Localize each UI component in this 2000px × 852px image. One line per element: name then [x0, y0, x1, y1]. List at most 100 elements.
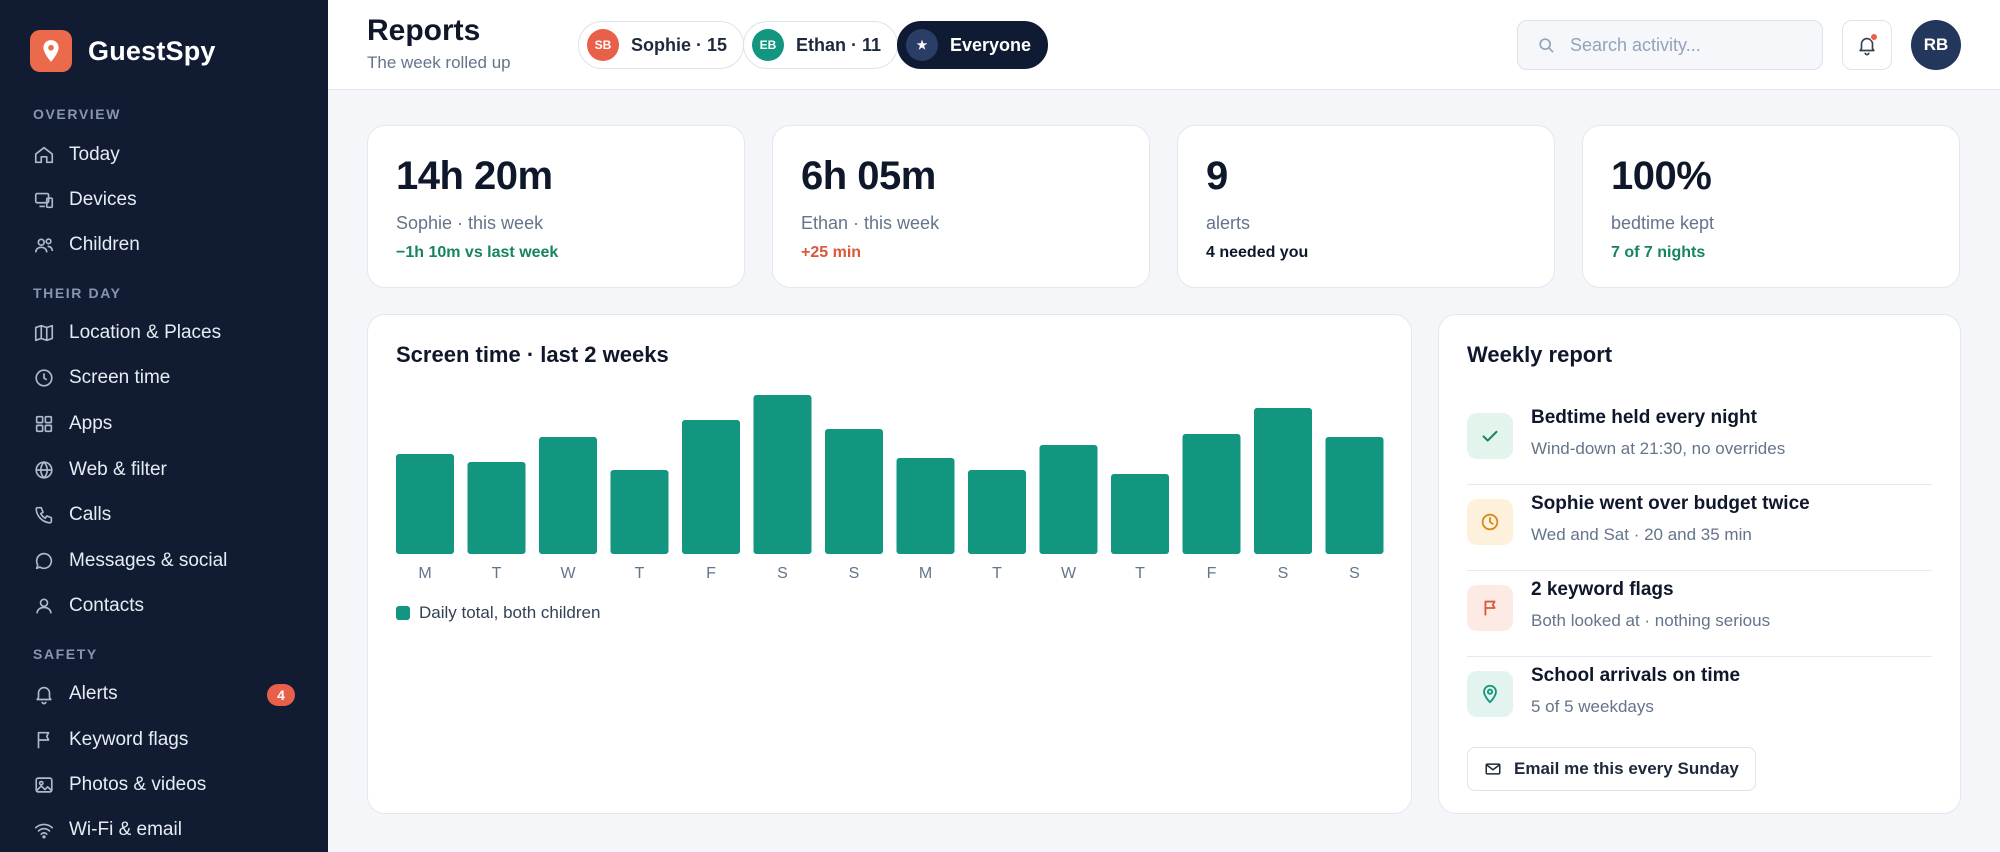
stat-card-ethan: 6h 05m Ethan · this week +25 min [772, 125, 1150, 288]
users-icon [34, 238, 54, 253]
divider [1467, 656, 1932, 657]
stat-value: 6h 05m [801, 154, 936, 198]
map-icon [34, 324, 54, 342]
home-icon [34, 146, 54, 164]
filter-chip-label: Everyone [950, 34, 1032, 55]
legend-label: Daily total, both children [419, 603, 601, 622]
notifications-button[interactable] [1842, 20, 1892, 70]
sidebar-item-label: Messages & social [69, 550, 228, 571]
sidebar-item-label: Wi-Fi & email [69, 819, 182, 840]
x-tick-label: T [992, 565, 1002, 582]
stat-value: 9 [1206, 154, 1228, 198]
x-tick-label: S [1278, 565, 1289, 582]
filter-chip-everyone[interactable]: ★ Everyone [897, 21, 1049, 69]
report-item-bedtime[interactable]: Bedtime held every night Wind-down at 21… [1467, 399, 1932, 485]
brand[interactable]: GuestSpy [30, 30, 216, 72]
sidebar-item-wifi-email[interactable]: Wi-Fi & email [33, 810, 295, 850]
notification-dot [1870, 33, 1878, 41]
sidebar-item-label: Children [69, 234, 140, 255]
wifi-icon [34, 823, 54, 839]
x-tick-label: W [1061, 565, 1077, 582]
report-item-subtitle: Both looked at · nothing serious [1531, 611, 1771, 630]
bell-icon [1859, 37, 1875, 56]
x-tick-label: T [492, 565, 502, 582]
section-overview: OVERVIEW [33, 106, 122, 122]
email-weekly-report-button[interactable]: Email me this every Sunday [1467, 747, 1756, 791]
pin-icon [1467, 671, 1513, 717]
report-item-title: Bedtime held every night [1531, 407, 1757, 428]
bell-icon [36, 686, 52, 705]
report-item-subtitle: 5 of 5 weekdays [1531, 697, 1654, 716]
search-input[interactable] [1570, 34, 1810, 56]
devices-icon [34, 192, 54, 209]
sidebar-item-calls[interactable]: Calls [33, 495, 295, 535]
star-icon: ★ [906, 29, 938, 61]
flag-icon [37, 731, 50, 749]
filter-chip-label: Sophie · 15 [631, 34, 728, 55]
report-title: Weekly report [1467, 342, 1613, 367]
check-icon [1467, 413, 1513, 459]
stat-delta: +25 min [801, 244, 862, 261]
report-item-subtitle: Wed and Sat · 20 and 35 min [1531, 525, 1752, 544]
stat-delta: 7 of 7 nights [1611, 244, 1706, 261]
sidebar-item-label: Keyword flags [69, 729, 189, 750]
sidebar-item-screen-time[interactable]: Screen time [33, 358, 295, 398]
stat-label: Sophie · this week [396, 213, 544, 233]
divider [1467, 570, 1932, 571]
legend-swatch [396, 606, 410, 620]
chart-bar [1039, 445, 1098, 554]
report-item-title: 2 keyword flags [1531, 579, 1674, 600]
stat-delta: 4 needed you [1206, 244, 1309, 261]
report-item-title: School arrivals on time [1531, 665, 1741, 686]
sidebar-item-keyword-flags[interactable]: Keyword flags [33, 720, 295, 760]
sidebar-item-alerts[interactable]: Alerts 4 [33, 674, 295, 714]
app-name: GuestSpy [88, 35, 216, 66]
divider [1467, 484, 1932, 485]
x-tick-label: S [849, 565, 860, 582]
report-item-keyword-flags[interactable]: 2 keyword flags Both looked at · nothing… [1467, 571, 1932, 657]
sidebar-item-label: Alerts [69, 683, 118, 704]
stat-value: 100% [1611, 154, 1712, 198]
search-box[interactable] [1517, 20, 1823, 70]
sidebar-item-contacts[interactable]: Contacts [33, 586, 295, 626]
sidebar-item-web-filter[interactable]: Web & filter [33, 450, 295, 490]
flag-icon [1467, 585, 1513, 631]
x-tick-label: T [635, 565, 645, 582]
sidebar-item-label: Calls [69, 504, 112, 525]
stat-card-sophie: 14h 20m Sophie · this week −1h 10m vs la… [367, 125, 745, 288]
user-avatar[interactable]: RB [1911, 20, 1961, 70]
avatar: SB [587, 29, 619, 61]
avatar: EB [752, 29, 784, 61]
x-tick-label: W [560, 565, 576, 582]
stat-label: bedtime kept [1611, 213, 1715, 233]
chart-bar [968, 470, 1026, 554]
sidebar-item-location[interactable]: Location & Places [33, 313, 295, 353]
filter-chip-ethan[interactable]: EB Ethan · 11 [743, 21, 899, 69]
email-button-label: Email me this every Sunday [1514, 759, 1739, 778]
globe-icon [35, 461, 53, 479]
alerts-count-badge: 4 [267, 684, 295, 706]
report-item-title: Sophie went over budget twice [1531, 493, 1810, 514]
clock-icon [35, 369, 53, 387]
sidebar-item-today[interactable]: Today [33, 135, 295, 175]
report-item-school-arrivals[interactable]: School arrivals on time 5 of 5 weekdays [1467, 657, 1932, 743]
chart-bar [1325, 437, 1384, 554]
sidebar-item-photos[interactable]: Photos & videos [33, 765, 295, 805]
page-title: Reports [367, 14, 481, 47]
logo-pin-icon [30, 30, 72, 72]
chart-bar [896, 458, 955, 554]
page-subtitle: The week rolled up [367, 53, 511, 72]
x-tick-label: S [777, 565, 788, 582]
stat-label: Ethan · this week [801, 213, 940, 233]
stat-card-bedtime: 100% bedtime kept 7 of 7 nights [1582, 125, 1960, 288]
sidebar-item-children[interactable]: Children [33, 225, 295, 265]
sidebar-item-messages[interactable]: Messages & social [33, 541, 295, 581]
filter-chip-sophie[interactable]: SB Sophie · 15 [578, 21, 745, 69]
sidebar-item-devices[interactable]: Devices [33, 180, 295, 220]
sidebar-item-apps[interactable]: Apps [33, 404, 295, 444]
section-their-day: THEIR DAY [33, 285, 122, 301]
top-bar: Reports The week rolled up SB Sophie · 1… [328, 0, 2000, 90]
report-item-budget[interactable]: Sophie went over budget twice Wed and Sa… [1467, 485, 1932, 571]
chart-legend: Daily total, both children [396, 603, 600, 623]
sidebar: GuestSpy OVERVIEW Today Devices Children… [0, 0, 328, 852]
